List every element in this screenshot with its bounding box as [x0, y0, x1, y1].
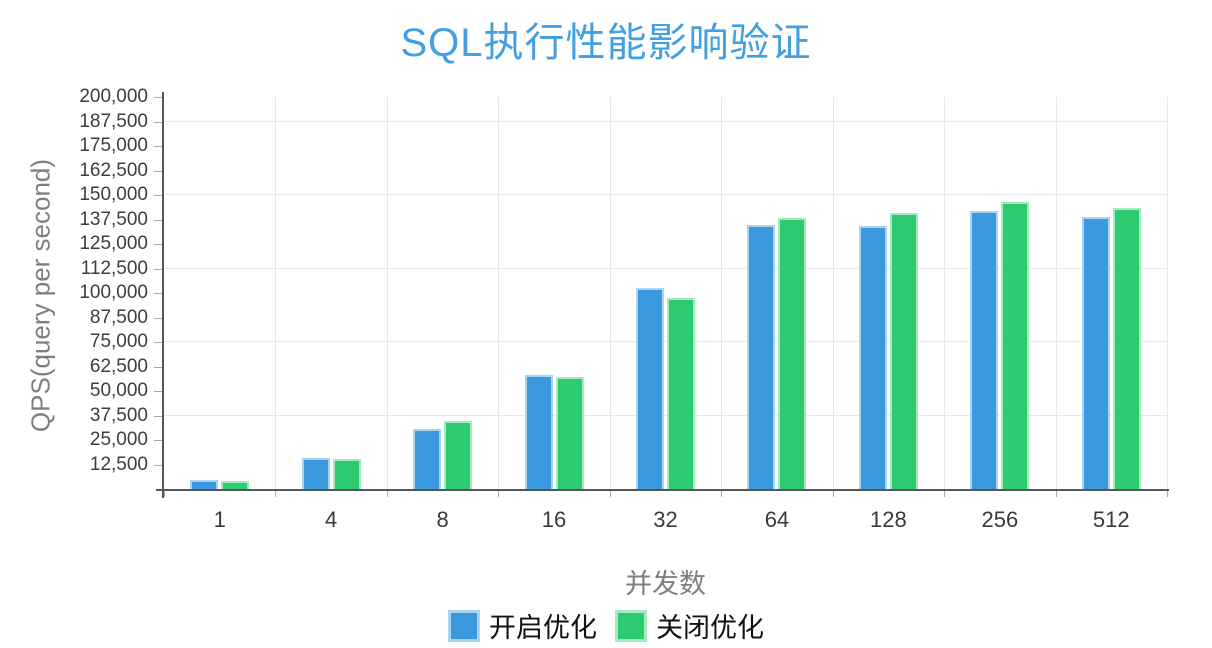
bar-开启优化-512	[1081, 217, 1110, 489]
horizontal-gridline	[164, 120, 1167, 122]
x-axis-tick	[609, 491, 611, 497]
y-axis-tick	[154, 317, 162, 319]
y-axis-tick	[154, 268, 162, 270]
horizontal-gridline	[164, 267, 1167, 269]
x-axis-tick	[944, 491, 946, 497]
y-axis-tick-label: 12,500	[89, 453, 148, 475]
x-axis-tick-label: 4	[325, 507, 338, 532]
legend-item-开启优化[interactable]: 开启优化	[448, 606, 597, 645]
vertical-gridline	[1167, 97, 1168, 489]
x-axis-tick-label: 256	[981, 507, 1019, 532]
y-axis-tick	[154, 464, 162, 466]
y-axis-tick	[154, 244, 162, 245]
legend-swatch-icon	[448, 609, 480, 642]
x-axis-tick-label: 128	[870, 507, 907, 532]
y-axis-tick-label: 125,000	[79, 233, 148, 254]
x-axis-title: 并发数	[625, 569, 706, 599]
y-axis-tick	[154, 415, 162, 417]
y-axis-tick-label: 75,000	[89, 331, 148, 352]
bar-关闭优化-256	[1001, 202, 1030, 489]
y-axis-tick-label: 187,500	[79, 110, 148, 132]
bar-开启优化-64	[747, 224, 776, 489]
y-axis-tick-label: 150,000	[79, 184, 148, 205]
x-axis-tick-label: 32	[653, 507, 678, 532]
legend: 开启优化 关闭优化	[0, 606, 1212, 645]
x-axis-line	[156, 489, 1169, 491]
plot-area	[164, 97, 1168, 489]
y-axis-tick-label: 112,500	[80, 257, 148, 279]
y-axis-tick	[154, 219, 162, 221]
y-axis-tick	[154, 366, 162, 368]
y-axis-tick	[154, 170, 162, 172]
bar-开启优化-32	[636, 288, 664, 489]
y-axis-tick-label: 162,500	[79, 159, 148, 181]
bar-开启优化-1	[190, 479, 219, 489]
x-axis-tick	[832, 491, 834, 497]
legend-swatch-icon	[615, 609, 647, 642]
vertical-gridline	[832, 97, 834, 489]
bar-关闭优化-4	[332, 459, 361, 489]
x-axis-tick	[1167, 491, 1168, 497]
x-axis-tick-label: 1	[213, 507, 226, 532]
y-axis-tick-label: 137,500	[79, 208, 148, 230]
y-axis-tick	[154, 293, 162, 294]
y-axis-tick-label: 62,500	[89, 355, 148, 377]
y-axis-tick	[154, 146, 162, 147]
x-axis-tick	[1055, 491, 1057, 497]
bar-开启优化-4	[301, 458, 330, 489]
x-axis-tick	[164, 491, 165, 497]
bar-关闭优化-32	[667, 298, 695, 489]
bar-关闭优化-1	[221, 480, 250, 489]
y-axis-tick	[154, 342, 162, 343]
y-axis-tick	[154, 391, 162, 392]
bar-开启优化-16	[524, 374, 553, 489]
bar-开启优化-256	[970, 211, 999, 489]
x-axis-tick	[721, 491, 723, 497]
y-axis-tick	[154, 195, 162, 196]
vertical-gridline	[386, 97, 388, 489]
y-axis-tick-label: 100,000	[79, 282, 148, 303]
y-axis-tick-label: 87,500	[89, 306, 148, 328]
vertical-gridline	[721, 97, 723, 489]
x-axis-tick-label: 64	[764, 507, 790, 532]
bar-关闭优化-16	[555, 376, 584, 489]
vertical-gridline	[275, 97, 277, 489]
x-axis-tick	[275, 491, 277, 497]
legend-label: 关闭优化	[656, 613, 764, 643]
vertical-gridline	[944, 97, 946, 489]
legend-item-关闭优化[interactable]: 关闭优化	[615, 606, 764, 645]
bar-关闭优化-128	[889, 213, 918, 489]
y-axis-tick	[154, 121, 162, 123]
y-axis-line	[162, 92, 164, 498]
horizontal-gridline	[164, 414, 1167, 416]
y-axis-tick-label: 200,000	[79, 86, 148, 107]
y-axis-tick-label: 50,000	[89, 380, 148, 401]
bar-关闭优化-8	[444, 421, 473, 489]
x-axis-tick	[386, 491, 388, 497]
bar-开启优化-128	[858, 225, 887, 489]
y-axis-tick-label: 37,500	[89, 404, 148, 426]
bar-开启优化-8	[413, 429, 442, 489]
vertical-gridline	[1055, 97, 1057, 489]
vertical-gridline	[498, 97, 500, 489]
horizontal-gridline	[164, 194, 1167, 195]
horizontal-gridline	[164, 341, 1167, 342]
vertical-gridline	[609, 97, 611, 489]
y-axis-tick	[154, 97, 162, 98]
chart-title: SQL执行性能影响验证	[400, 21, 812, 65]
x-axis-tick-label: 512	[1092, 507, 1130, 532]
y-axis-tick	[154, 440, 162, 441]
bar-关闭优化-512	[1112, 207, 1141, 489]
y-axis-tick-label: 25,000	[89, 429, 148, 450]
x-axis-tick	[498, 491, 500, 497]
x-axis-tick-label: 8	[436, 507, 449, 532]
legend-label: 开启优化	[489, 613, 597, 643]
x-axis-tick-label: 16	[541, 507, 567, 532]
bar-关闭优化-64	[778, 218, 807, 489]
y-axis-tick-label: 175,000	[79, 135, 148, 156]
